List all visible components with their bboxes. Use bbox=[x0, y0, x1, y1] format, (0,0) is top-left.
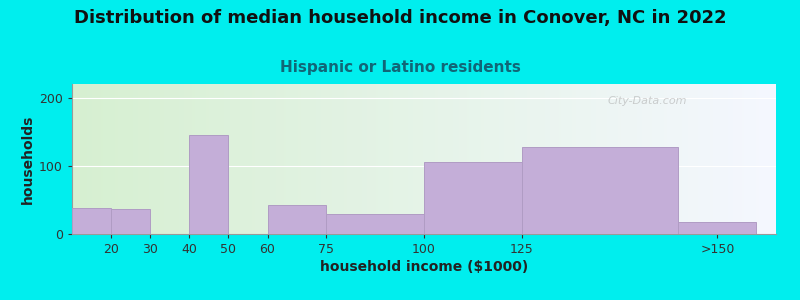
Bar bbox=[522, 147, 678, 234]
Bar bbox=[190, 135, 229, 234]
Bar bbox=[424, 162, 522, 234]
Text: Hispanic or Latino residents: Hispanic or Latino residents bbox=[279, 60, 521, 75]
Bar bbox=[72, 208, 111, 234]
Bar bbox=[111, 209, 150, 234]
Bar bbox=[267, 205, 326, 234]
X-axis label: household income ($1000): household income ($1000) bbox=[320, 260, 528, 274]
Y-axis label: households: households bbox=[21, 114, 35, 204]
Bar bbox=[678, 222, 757, 234]
Bar bbox=[326, 214, 424, 234]
Text: City-Data.com: City-Data.com bbox=[607, 96, 686, 106]
Text: Distribution of median household income in Conover, NC in 2022: Distribution of median household income … bbox=[74, 9, 726, 27]
